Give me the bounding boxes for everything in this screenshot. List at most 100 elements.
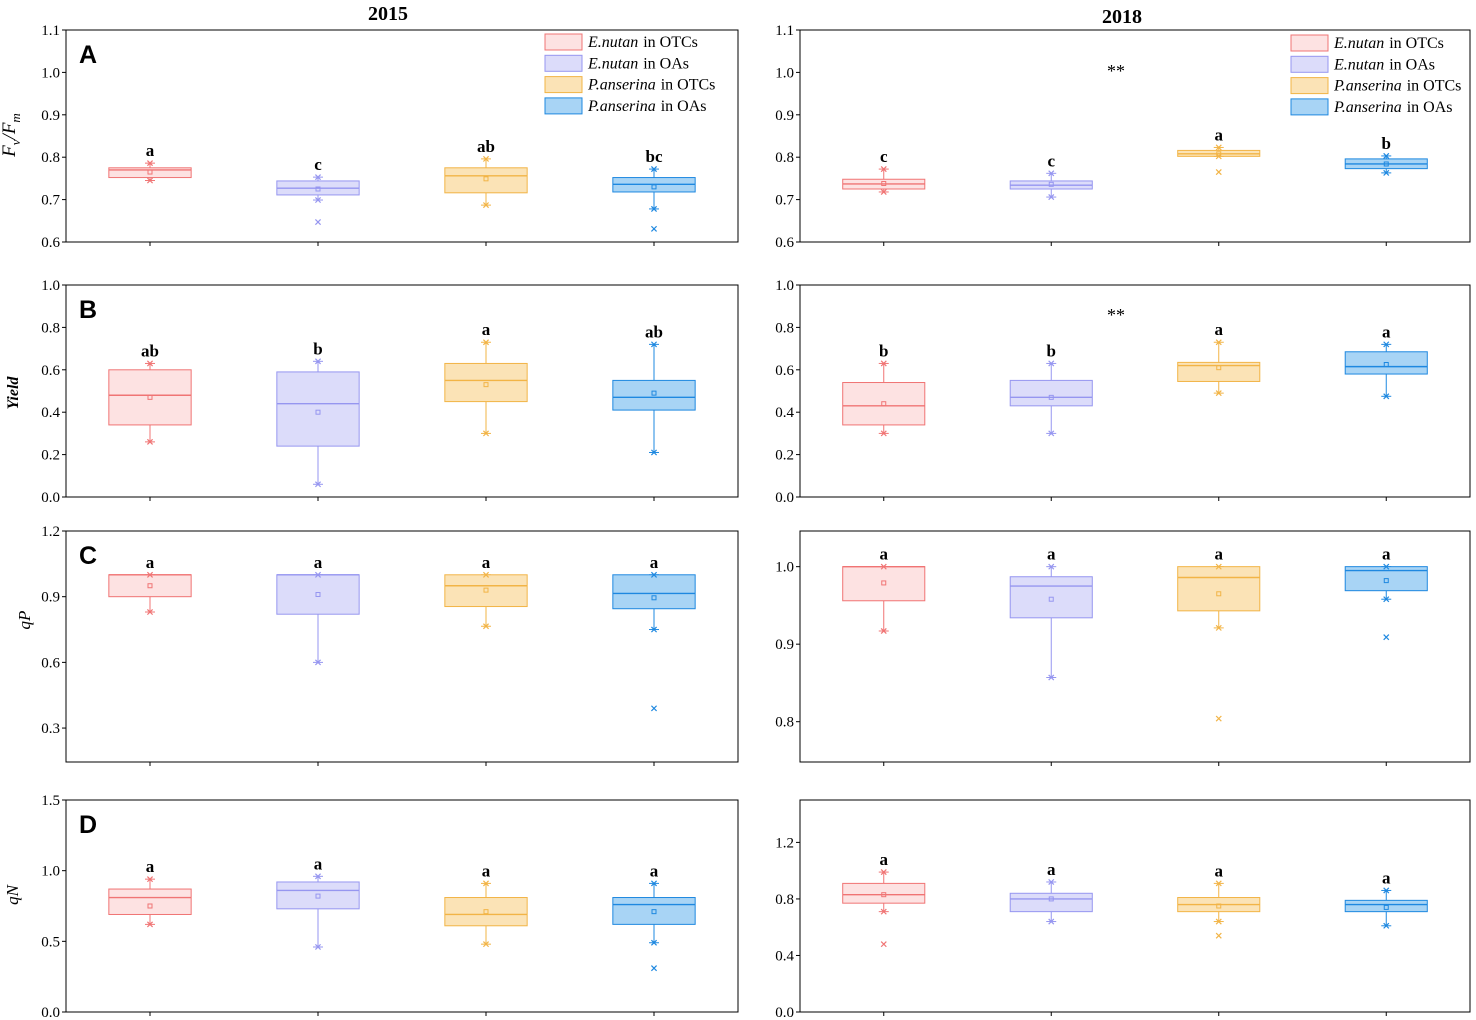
y-tick-label: 0.8 — [41, 150, 60, 166]
y-tick-label: 1.0 — [775, 65, 794, 81]
box-plot-group: a — [108, 141, 192, 246]
min-marker — [482, 941, 490, 948]
min-marker-stroke — [880, 908, 887, 915]
significance-letter: a — [1382, 322, 1391, 341]
box-iqr — [108, 888, 192, 915]
significance-annotation: ** — [1107, 305, 1125, 325]
y-axis-label-part: F — [0, 122, 20, 135]
plot-frame — [799, 799, 1471, 1013]
y-tick-label: 1.5 — [41, 793, 60, 809]
plot-frame — [65, 284, 739, 498]
legend-label: E.nutan in OAs — [587, 55, 689, 72]
y-axis-label-part: v — [8, 139, 23, 145]
min-marker — [1383, 596, 1390, 603]
max-marker — [1383, 887, 1390, 894]
min-marker — [1215, 390, 1222, 397]
legend-swatch — [1290, 77, 1329, 95]
min-marker-stroke — [1048, 674, 1055, 681]
y-tick-label: 0.4 — [41, 405, 60, 421]
max-marker-stroke — [880, 360, 887, 367]
max-marker — [1215, 339, 1222, 346]
min-marker-stroke — [314, 481, 322, 488]
box-iqr — [108, 167, 192, 179]
box-plot-group: c — [276, 155, 360, 246]
max-marker — [1383, 341, 1390, 348]
outlier-marker-stroke — [650, 965, 658, 972]
box-plot-group: a — [1344, 545, 1428, 766]
max-marker — [314, 358, 322, 365]
max-marker — [482, 155, 490, 162]
min-marker — [880, 430, 887, 437]
box-iqr — [1009, 892, 1093, 913]
mean-marker — [147, 903, 153, 909]
significance-letter: a — [482, 861, 491, 880]
min-marker — [1048, 674, 1055, 681]
y-tick-label: 0.8 — [775, 320, 794, 336]
max-marker-stroke — [1215, 563, 1222, 570]
max-marker — [1048, 360, 1055, 367]
max-marker-stroke — [482, 571, 490, 578]
significance-letter: ab — [645, 322, 663, 341]
y-tick-label: 0.6 — [41, 655, 60, 671]
significance-letter: a — [314, 854, 323, 873]
outlier-marker-stroke — [1215, 932, 1222, 939]
significance-letter: a — [482, 553, 491, 572]
min-marker-stroke — [482, 202, 490, 209]
box-plot-group: a — [276, 854, 360, 1016]
significance-letter: a — [650, 553, 659, 572]
legend-species: E.nutan — [1333, 56, 1384, 73]
outlier-marker-stroke — [880, 941, 887, 948]
mean-marker — [315, 186, 321, 192]
min-marker-stroke — [1215, 918, 1222, 925]
legend-site: in OAs — [661, 98, 707, 115]
significance-letter: a — [1215, 545, 1224, 564]
mean-marker — [147, 169, 153, 175]
max-marker — [1215, 880, 1222, 887]
legend-swatch — [544, 54, 583, 72]
min-marker — [146, 608, 154, 616]
legend-item: E.nutan in OAs — [544, 54, 689, 72]
max-marker — [482, 571, 490, 578]
min-marker — [314, 943, 322, 951]
legend-swatch — [544, 97, 583, 115]
mean-marker — [651, 595, 657, 601]
significance-letter: a — [482, 320, 491, 339]
max-marker — [314, 571, 322, 578]
legend-swatch — [1290, 55, 1329, 73]
y-tick-label: 1.2 — [41, 524, 60, 540]
significance-letter: a — [1047, 860, 1056, 879]
box-iqr — [108, 574, 192, 598]
max-marker — [1215, 563, 1222, 570]
mean-marker — [881, 892, 887, 898]
legend-item: E.nutan in OAs — [1290, 55, 1435, 73]
y-tick-label: 0.8 — [41, 320, 60, 336]
min-marker — [650, 939, 658, 946]
min-marker — [1383, 922, 1390, 929]
max-marker — [1383, 152, 1390, 159]
box-plot-group: a — [108, 553, 192, 766]
panel-label: B — [79, 296, 97, 324]
outlier-marker — [1383, 634, 1390, 641]
mean-marker — [651, 909, 657, 915]
legend-swatch — [1290, 98, 1329, 116]
significance-annotation: ** — [1107, 61, 1125, 81]
significance-letter: a — [880, 545, 889, 564]
max-marker-stroke — [146, 571, 154, 578]
min-marker-stroke — [314, 659, 322, 666]
significance-letter: ab — [141, 341, 159, 360]
min-marker-stroke — [314, 196, 322, 204]
plot-frame — [65, 29, 739, 243]
min-marker — [146, 438, 154, 445]
min-marker — [482, 430, 490, 437]
box-iqr — [842, 382, 926, 426]
min-marker — [314, 659, 322, 666]
mean-marker — [483, 176, 489, 182]
y-tick-label: 0.4 — [775, 405, 794, 421]
legend: E.nutan in OTCs E.nutan in OAs P.anserina in … — [544, 33, 716, 115]
legend-site: in OTCs — [661, 77, 716, 94]
box-plot-group: ab — [612, 322, 696, 501]
box-plot-group: a — [842, 545, 926, 766]
box-iqr — [444, 167, 528, 194]
y-tick-label: 0.5 — [41, 934, 60, 950]
